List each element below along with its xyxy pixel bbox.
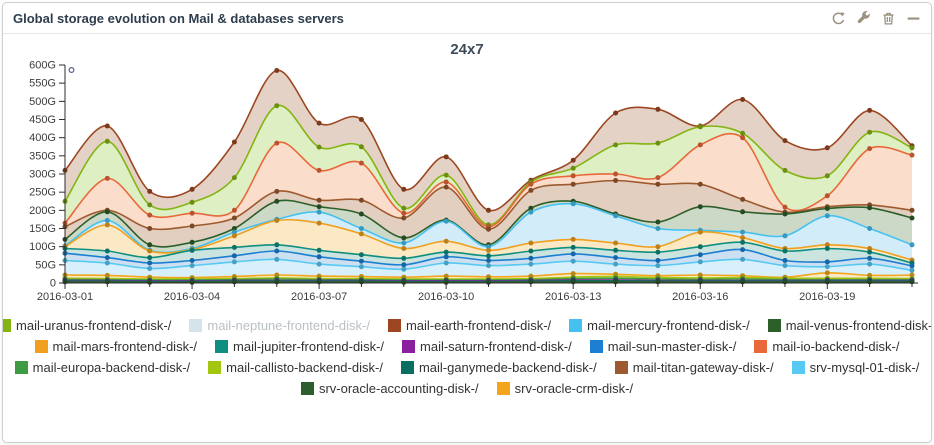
legend-item-mail-titan-gateway-disk[interactable]: mail-titan-gateway-disk-/ [614, 360, 774, 375]
legend-label: mail-mercury-frontend-disk-/ [587, 318, 750, 333]
legend-swatch [387, 319, 401, 332]
legend-item-mail-io-backend-disk[interactable]: mail-io-backend-disk-/ [754, 339, 899, 354]
legend-item-mail-venus-frontend-disk[interactable]: mail-venus-frontend-disk-/ [767, 318, 932, 333]
plot-area[interactable] [65, 65, 912, 283]
y-tick-label: 100G [29, 241, 56, 253]
legend-swatch [569, 319, 583, 332]
legend-row-2: mail-mars-frontend-disk-/ mail-jupiter-fr… [3, 336, 931, 357]
y-tick-label: 400G [29, 132, 56, 144]
legend-item-srv-oracle-accounting-disk[interactable]: srv-oracle-accounting-disk-/ [300, 381, 479, 396]
legend-item-mail-jupiter-frontend-disk[interactable]: mail-jupiter-frontend-disk-/ [215, 339, 384, 354]
legend-swatch [767, 319, 781, 332]
y-tick-label: 250G [29, 187, 56, 199]
y-tick-label: 200G [29, 205, 56, 217]
y-tick-label: 450G [29, 114, 56, 126]
line-earth [64, 69, 913, 212]
refresh-icon[interactable] [831, 11, 846, 26]
x-tick-label: 2016-03-07 [291, 291, 347, 303]
points-jupiter [62, 239, 915, 266]
x-tick-label: 2016-03-10 [418, 291, 474, 303]
legend-label: mail-venus-frontend-disk-/ [785, 318, 932, 333]
widget-title: Global storage evolution on Mail & datab… [13, 10, 344, 26]
legend-swatch [496, 382, 510, 395]
legend-row-3: mail-europa-backend-disk-/ mail-callisto-… [3, 357, 931, 378]
y-tick-label: 0 [50, 278, 56, 290]
legend-item-srv-mysql-01-disk[interactable]: srv-mysql-01-disk-/ [791, 360, 920, 375]
y-tick-label: 50G [35, 259, 56, 271]
x-tick-label: 2016-03-04 [164, 291, 220, 303]
legend-item-mail-mercury-frontend-disk[interactable]: mail-mercury-frontend-disk-/ [569, 318, 750, 333]
legend-swatch [614, 361, 628, 374]
legend-label: srv-oracle-crm-disk-/ [514, 381, 634, 396]
legend-row-1: mail-uranus-frontend-disk-/ mail-neptune-… [3, 315, 931, 336]
legend-label: mail-callisto-backend-disk-/ [226, 360, 383, 375]
wrench-icon[interactable] [856, 10, 871, 26]
legend-swatch [34, 340, 48, 353]
legend-label: mail-saturn-frontend-disk-/ [420, 339, 572, 354]
legend-swatch [14, 361, 28, 374]
widget-toolbar [831, 10, 921, 26]
y-tick-label: 500G [29, 96, 56, 108]
legend-swatch [189, 319, 203, 332]
legend-item-mail-europa-backend-disk[interactable]: mail-europa-backend-disk-/ [14, 360, 191, 375]
legend-label: mail-mars-frontend-disk-/ [52, 339, 198, 354]
y-tick-label: 150G [29, 223, 56, 235]
legend-item-mail-neptune-frontend-disk[interactable]: mail-neptune-frontend-disk-/ [189, 318, 370, 333]
legend-swatch [215, 340, 229, 353]
y-tick-label: 600G [29, 60, 56, 72]
points-io [62, 135, 915, 230]
legend-label: mail-earth-frontend-disk-/ [405, 318, 552, 333]
points-sun [62, 247, 915, 269]
y-tick-label: 550G [29, 78, 56, 90]
legend-label: mail-jupiter-frontend-disk-/ [233, 339, 385, 354]
legend-label: mail-io-backend-disk-/ [772, 339, 900, 354]
legend-item-mail-callisto-backend-disk[interactable]: mail-callisto-backend-disk-/ [208, 360, 383, 375]
stray-point-marker [68, 67, 75, 74]
legend-swatch [589, 340, 603, 353]
legend-item-mail-sun-master-disk[interactable]: mail-sun-master-disk-/ [589, 339, 737, 354]
chart-legend: mail-uranus-frontend-disk-/ mail-neptune-… [3, 315, 931, 399]
legend-label: mail-ganymede-backend-disk-/ [418, 360, 597, 375]
legend-swatch [208, 361, 222, 374]
storage-chart[interactable]: 0 50G 100G 150G 200G 250G 300G 350G 400G 450G 500G… [8, 59, 928, 307]
legend-label: mail-titan-gateway-disk-/ [632, 360, 774, 375]
y-tick-label: 350G [29, 150, 56, 162]
x-tick-label: 2016-03-01 [37, 291, 93, 303]
legend-item-mail-saturn-frontend-disk[interactable]: mail-saturn-frontend-disk-/ [402, 339, 572, 354]
legend-swatch [754, 340, 768, 353]
line-uranus [64, 104, 913, 226]
legend-label: srv-mysql-01-disk-/ [809, 360, 920, 375]
legend-swatch [3, 319, 12, 332]
legend-item-mail-ganymede-backend-disk[interactable]: mail-ganymede-backend-disk-/ [400, 360, 597, 375]
chart-area: 0 50G 100G 150G 200G 250G 300G 350G 400G 450G 500G… [8, 59, 931, 312]
legend-item-mail-mars-frontend-disk[interactable]: mail-mars-frontend-disk-/ [34, 339, 198, 354]
widget-header: Global storage evolution on Mail & datab… [3, 3, 931, 34]
legend-label: mail-neptune-frontend-disk-/ [207, 318, 370, 333]
points-earth [62, 68, 915, 213]
legend-swatch [300, 382, 314, 395]
legend-label: mail-europa-backend-disk-/ [32, 360, 191, 375]
x-tick-label: 2016-03-19 [799, 291, 855, 303]
legend-item-mail-earth-frontend-disk[interactable]: mail-earth-frontend-disk-/ [387, 318, 552, 333]
minimize-icon[interactable] [906, 11, 921, 26]
x-tick-label: 2016-03-16 [672, 291, 728, 303]
legend-row-4: srv-oracle-accounting-disk-/ srv-oracle-c… [3, 378, 931, 399]
legend-label: srv-oracle-accounting-disk-/ [318, 381, 479, 396]
points-mysql [62, 256, 915, 273]
x-tick-label: 2016-03-13 [545, 291, 601, 303]
legend-swatch [400, 361, 414, 374]
trash-icon[interactable] [881, 11, 896, 26]
y-tick-label: 300G [29, 169, 56, 181]
legend-swatch [402, 340, 416, 353]
legend-item-srv-oracle-crm-disk[interactable]: srv-oracle-crm-disk-/ [496, 381, 634, 396]
legend-swatch [791, 361, 805, 374]
chart-title: 24x7 [450, 41, 484, 58]
legend-label: mail-uranus-frontend-disk-/ [16, 318, 172, 333]
series-points [62, 68, 915, 285]
legend-label: mail-sun-master-disk-/ [607, 339, 737, 354]
legend-item-mail-uranus-frontend-disk[interactable]: mail-uranus-frontend-disk-/ [3, 318, 172, 333]
